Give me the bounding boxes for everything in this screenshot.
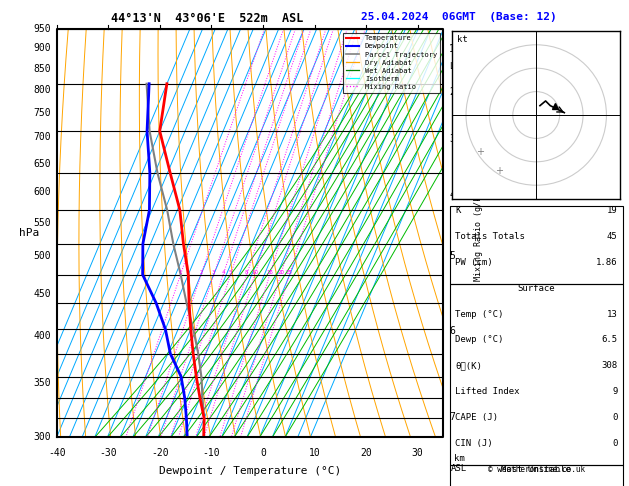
Text: 3: 3 — [212, 270, 216, 275]
Text: 3: 3 — [449, 134, 455, 144]
Text: LCL: LCL — [449, 62, 464, 71]
Text: 10: 10 — [309, 448, 320, 458]
Text: 450: 450 — [33, 289, 51, 299]
Text: 300: 300 — [33, 433, 51, 442]
Text: 500: 500 — [33, 251, 51, 261]
Text: 25: 25 — [286, 270, 293, 275]
Text: 0: 0 — [612, 439, 618, 448]
Bar — [450, 284, 623, 465]
Legend: Temperature, Dewpoint, Parcel Trajectory, Dry Adiabat, Wet Adiabat, Isotherm, Mi: Temperature, Dewpoint, Parcel Trajectory… — [343, 33, 440, 93]
Text: 350: 350 — [33, 378, 51, 388]
Text: 2: 2 — [449, 87, 455, 97]
Text: Dewp (°C): Dewp (°C) — [455, 335, 503, 345]
Text: 44°13'N  43°06'E  522m  ASL: 44°13'N 43°06'E 522m ASL — [111, 12, 304, 25]
Text: -40: -40 — [48, 448, 65, 458]
Bar — [450, 206, 623, 284]
Text: 10: 10 — [252, 270, 259, 275]
Text: 5: 5 — [449, 251, 455, 261]
Bar — [450, 465, 623, 486]
Text: 0: 0 — [260, 448, 266, 458]
Text: Lifted Index: Lifted Index — [455, 387, 520, 396]
Text: -30: -30 — [99, 448, 117, 458]
Text: 1: 1 — [179, 270, 182, 275]
Text: 13: 13 — [607, 310, 618, 319]
Text: 308: 308 — [601, 361, 618, 370]
Text: 950: 950 — [33, 24, 51, 34]
Text: 20: 20 — [360, 448, 372, 458]
Text: 850: 850 — [33, 64, 51, 73]
Text: Surface: Surface — [518, 284, 555, 293]
Text: 15: 15 — [266, 270, 273, 275]
Text: 30: 30 — [412, 448, 423, 458]
Text: +: + — [495, 166, 503, 176]
Text: kt: kt — [457, 35, 467, 44]
Text: Dewpoint / Temperature (°C): Dewpoint / Temperature (°C) — [159, 466, 341, 476]
Text: 45: 45 — [607, 232, 618, 241]
Text: 400: 400 — [33, 330, 51, 341]
Text: -10: -10 — [203, 448, 220, 458]
Text: -20: -20 — [151, 448, 169, 458]
Text: 19: 19 — [607, 206, 618, 215]
Text: 5: 5 — [229, 270, 232, 275]
Text: hPa: hPa — [19, 228, 40, 238]
Text: 25.04.2024  06GMT  (Base: 12): 25.04.2024 06GMT (Base: 12) — [361, 12, 557, 22]
Text: CIN (J): CIN (J) — [455, 439, 493, 448]
Text: K: K — [455, 206, 460, 215]
Text: 8: 8 — [245, 270, 248, 275]
Text: 7: 7 — [449, 412, 455, 422]
Text: km
ASL: km ASL — [451, 454, 467, 473]
Text: Totals Totals: Totals Totals — [455, 232, 525, 241]
Text: 550: 550 — [33, 218, 51, 228]
Text: Mixing Ratio (g/kg): Mixing Ratio (g/kg) — [474, 186, 483, 281]
Text: 6: 6 — [449, 326, 455, 336]
Text: 1: 1 — [449, 44, 455, 54]
Text: 9: 9 — [612, 387, 618, 396]
Text: Most Unstable: Most Unstable — [501, 465, 571, 474]
Text: 800: 800 — [33, 85, 51, 95]
Text: 750: 750 — [33, 108, 51, 118]
Text: 6.5: 6.5 — [601, 335, 618, 345]
Text: 2: 2 — [199, 270, 203, 275]
Text: © weatheronline.co.uk: © weatheronline.co.uk — [487, 465, 585, 474]
Text: 4: 4 — [221, 270, 225, 275]
Text: +: + — [476, 147, 484, 157]
Text: 0: 0 — [612, 413, 618, 422]
Text: 4: 4 — [449, 190, 455, 200]
Text: PW (cm): PW (cm) — [455, 258, 493, 267]
Text: 700: 700 — [33, 132, 51, 142]
Text: 600: 600 — [33, 187, 51, 197]
Text: Temp (°C): Temp (°C) — [455, 310, 503, 319]
Text: 900: 900 — [33, 43, 51, 53]
Text: 20: 20 — [277, 270, 284, 275]
Text: θᴇ(K): θᴇ(K) — [455, 361, 482, 370]
Text: 650: 650 — [33, 158, 51, 169]
Text: 1.86: 1.86 — [596, 258, 618, 267]
Text: CAPE (J): CAPE (J) — [455, 413, 498, 422]
